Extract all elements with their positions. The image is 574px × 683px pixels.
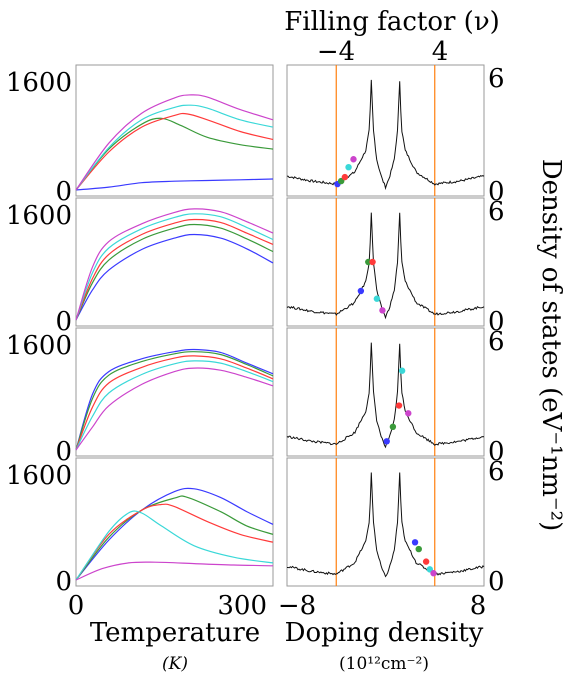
series-line-green (75, 495, 274, 581)
y-tick-label: 6 (488, 197, 505, 227)
marker-green (415, 545, 422, 553)
y-tick-label: 0 (488, 437, 505, 467)
right-ylabel: Density of states (eV⁻¹nm⁻²) (536, 159, 566, 531)
series-line-blue (75, 487, 274, 581)
marker-magenta (350, 156, 357, 163)
dos-curve (287, 472, 485, 578)
y-tick-label: 0 (55, 437, 72, 467)
series-line-red (75, 355, 274, 451)
x-tick-label: −8 (278, 591, 316, 621)
series-line-green (75, 223, 274, 321)
x-tick-label: 0 (68, 591, 85, 621)
y-tick-label: 0 (55, 567, 72, 597)
y-tick-label: 6 (488, 327, 505, 357)
temp-panel-frame-4 (75, 457, 274, 587)
dos-curve (286, 212, 485, 320)
y-tick-label: 6 (488, 64, 505, 94)
marker-magenta (405, 410, 412, 417)
marker-red (369, 258, 376, 266)
y-tick-label: 0 (55, 307, 72, 337)
right-xunit: (10¹²cm⁻²) (339, 654, 429, 674)
x-tick-label: 300 (217, 591, 267, 621)
marker-cyan (398, 367, 406, 374)
series-line-green (75, 351, 274, 451)
marker-magenta (430, 570, 437, 577)
dos-panel-frame-1 (286, 64, 485, 197)
left-xlabel: Temperature (90, 618, 260, 648)
dos-curve (286, 79, 485, 191)
marker-blue (383, 438, 390, 445)
top-axis-label: Filling factor (ν) (284, 7, 500, 37)
y-tick-label: 6 (488, 457, 505, 487)
y-tick-label: 0 (488, 567, 505, 597)
series-line-magenta (75, 208, 274, 321)
y-tick-label: 1600 (6, 201, 72, 231)
series-line-blue (75, 178, 274, 191)
series-line-red (75, 503, 274, 581)
marker-cyan (345, 163, 352, 171)
temp-panel-frame-3 (75, 327, 274, 457)
series-line-magenta (75, 561, 274, 581)
marker-green (389, 423, 397, 430)
x-tick-label: 8 (470, 591, 487, 621)
series-line-red (75, 218, 274, 321)
right-xlabel: Doping density (285, 618, 484, 648)
top-tick-pos: 4 (432, 37, 449, 67)
dos-curve (286, 342, 485, 449)
dos-panel-frame-3 (286, 327, 485, 457)
series-line-blue (75, 348, 274, 451)
marker-red (395, 402, 403, 409)
top-tick-neg: −4 (317, 37, 355, 67)
y-tick-label: 1600 (6, 68, 72, 98)
series-line-green (75, 117, 274, 191)
dos-panel-frame-2 (286, 197, 485, 327)
left-xunit: (K) (162, 654, 188, 674)
marker-cyan (373, 295, 381, 302)
temp-panel-frame-1 (75, 64, 274, 197)
marker-red (341, 173, 349, 181)
marker-red (422, 558, 430, 565)
y-tick-label: 0 (488, 177, 505, 207)
series-line-blue (75, 233, 274, 321)
temp-panel-frame-2 (75, 197, 274, 327)
dos-panel-frame-4 (286, 457, 485, 587)
series-line-red (75, 112, 274, 191)
series-line-magenta (75, 94, 274, 191)
series-line-cyan (75, 360, 274, 451)
marker-blue (357, 287, 365, 295)
marker-magenta (379, 307, 386, 314)
y-tick-label: 0 (55, 177, 72, 207)
y-tick-label: 1600 (6, 331, 72, 361)
series-line-cyan (75, 510, 274, 581)
marker-blue (411, 539, 419, 546)
y-tick-label: 0 (488, 307, 505, 337)
series-line-cyan (75, 213, 274, 321)
series-line-cyan (75, 104, 274, 191)
series-line-magenta (75, 367, 274, 451)
y-tick-label: 1600 (6, 461, 72, 491)
